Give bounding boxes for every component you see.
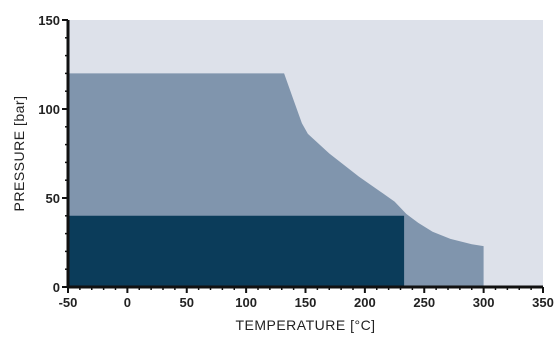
y-tick-label: 0 — [53, 280, 60, 295]
x-axis-title: TEMPERATURE [°C] — [235, 317, 375, 333]
x-tick-label: 350 — [532, 295, 554, 310]
y-axis-title: PRESSURE [bar] — [11, 96, 27, 212]
y-axis: 0 50 100 150 — [38, 13, 70, 295]
x-tick-label: -50 — [59, 295, 78, 310]
x-axis: -50 0 50 100 150 200 250 300 350 — [59, 285, 554, 310]
y-tick-label: 150 — [38, 13, 60, 28]
x-tick-label: 200 — [354, 295, 376, 310]
x-tick-label: 50 — [180, 295, 194, 310]
x-tick-label: 100 — [235, 295, 257, 310]
x-tick-label: 150 — [295, 295, 317, 310]
x-tick-label: 250 — [413, 295, 435, 310]
y-tick-label: 100 — [38, 102, 60, 117]
y-tick-label: 50 — [46, 191, 60, 206]
x-tick-label: 0 — [124, 295, 131, 310]
inner-region-area — [68, 215, 405, 287]
x-tick-label: 300 — [473, 295, 495, 310]
